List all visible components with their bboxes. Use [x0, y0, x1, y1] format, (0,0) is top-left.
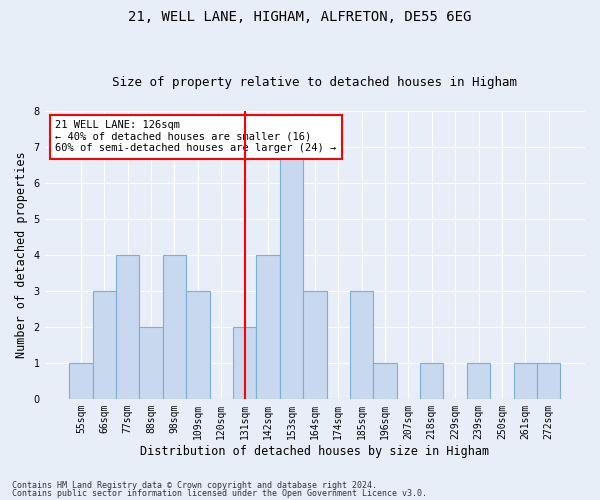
Text: Contains public sector information licensed under the Open Government Licence v3: Contains public sector information licen…	[12, 488, 427, 498]
Text: 21, WELL LANE, HIGHAM, ALFRETON, DE55 6EG: 21, WELL LANE, HIGHAM, ALFRETON, DE55 6E…	[128, 10, 472, 24]
Bar	[69, 363, 92, 399]
Bar	[280, 148, 303, 399]
Bar	[303, 291, 326, 399]
Bar	[256, 255, 280, 399]
Text: Contains HM Land Registry data © Crown copyright and database right 2024.: Contains HM Land Registry data © Crown c…	[12, 481, 377, 490]
Bar	[116, 255, 139, 399]
Bar	[350, 291, 373, 399]
Bar	[186, 291, 209, 399]
Y-axis label: Number of detached properties: Number of detached properties	[15, 152, 28, 358]
Bar	[163, 255, 186, 399]
Text: 21 WELL LANE: 126sqm
← 40% of detached houses are smaller (16)
60% of semi-detac: 21 WELL LANE: 126sqm ← 40% of detached h…	[55, 120, 337, 154]
X-axis label: Distribution of detached houses by size in Higham: Distribution of detached houses by size …	[140, 444, 490, 458]
Bar	[514, 363, 537, 399]
Bar	[467, 363, 490, 399]
Bar	[92, 291, 116, 399]
Bar	[537, 363, 560, 399]
Bar	[233, 327, 256, 399]
Bar	[420, 363, 443, 399]
Title: Size of property relative to detached houses in Higham: Size of property relative to detached ho…	[112, 76, 517, 90]
Bar	[373, 363, 397, 399]
Bar	[139, 327, 163, 399]
